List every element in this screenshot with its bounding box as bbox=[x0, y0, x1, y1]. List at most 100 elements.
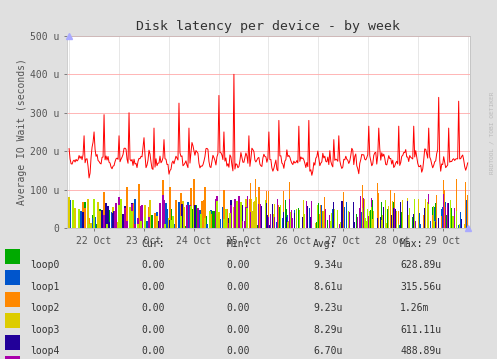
Bar bbox=[276, 222, 277, 228]
Bar bbox=[266, 191, 267, 228]
Bar bbox=[261, 206, 262, 228]
Bar bbox=[304, 214, 306, 228]
Bar bbox=[298, 208, 300, 228]
Bar bbox=[340, 222, 341, 228]
Bar bbox=[278, 205, 279, 228]
Bar bbox=[131, 204, 133, 228]
Bar bbox=[354, 222, 355, 228]
Bar bbox=[83, 207, 84, 228]
Bar bbox=[434, 221, 435, 228]
Bar bbox=[163, 195, 164, 228]
Text: loop1: loop1 bbox=[30, 282, 59, 292]
Bar bbox=[377, 183, 378, 228]
Bar bbox=[357, 225, 358, 228]
Bar bbox=[332, 209, 333, 228]
Bar bbox=[256, 197, 257, 228]
Bar bbox=[428, 217, 429, 228]
Bar bbox=[228, 218, 230, 228]
Bar bbox=[272, 204, 273, 228]
Bar bbox=[79, 209, 80, 228]
Bar bbox=[123, 225, 125, 228]
Bar bbox=[380, 218, 381, 228]
Bar bbox=[234, 199, 236, 228]
Bar bbox=[247, 208, 248, 228]
Bar bbox=[132, 203, 134, 228]
Text: loop3: loop3 bbox=[30, 325, 59, 335]
Bar bbox=[180, 219, 181, 228]
Bar bbox=[402, 200, 404, 228]
Bar bbox=[141, 220, 142, 228]
Text: 0.00: 0.00 bbox=[226, 303, 249, 313]
Text: 0.00: 0.00 bbox=[142, 303, 165, 313]
Bar bbox=[283, 191, 284, 228]
Bar bbox=[398, 211, 400, 228]
Bar bbox=[432, 215, 433, 228]
Bar bbox=[150, 202, 151, 228]
Bar bbox=[203, 200, 205, 228]
Bar bbox=[241, 210, 242, 228]
Bar bbox=[274, 216, 275, 228]
Bar bbox=[320, 212, 322, 228]
Bar bbox=[418, 199, 419, 228]
Bar bbox=[201, 201, 203, 228]
Bar bbox=[456, 180, 457, 228]
Bar bbox=[414, 200, 415, 228]
Bar bbox=[116, 222, 118, 228]
Bar bbox=[246, 200, 247, 228]
Bar bbox=[187, 202, 188, 228]
Bar bbox=[92, 215, 93, 228]
Bar bbox=[447, 224, 448, 228]
Bar bbox=[302, 217, 304, 228]
Bar bbox=[103, 215, 105, 228]
Bar bbox=[107, 206, 109, 228]
Bar bbox=[465, 182, 466, 228]
Text: RRDTOOL / TOBI OETIKER: RRDTOOL / TOBI OETIKER bbox=[490, 92, 495, 174]
Bar bbox=[446, 215, 447, 228]
Bar bbox=[239, 196, 240, 228]
Bar bbox=[279, 207, 280, 228]
Bar bbox=[134, 199, 136, 228]
Bar bbox=[205, 216, 207, 228]
Bar bbox=[118, 205, 120, 228]
Bar bbox=[218, 212, 220, 228]
Bar bbox=[252, 211, 253, 228]
Bar bbox=[75, 208, 76, 228]
Bar bbox=[423, 215, 424, 228]
Text: 0.00: 0.00 bbox=[226, 260, 249, 270]
Bar bbox=[219, 219, 221, 228]
Bar bbox=[233, 207, 235, 228]
Bar bbox=[216, 201, 218, 228]
Bar bbox=[299, 210, 301, 228]
Bar bbox=[198, 211, 200, 228]
Bar bbox=[206, 224, 208, 228]
Bar bbox=[288, 221, 289, 228]
Bar bbox=[93, 216, 94, 228]
Bar bbox=[255, 179, 256, 228]
Bar bbox=[323, 211, 325, 228]
Text: 0.00: 0.00 bbox=[226, 282, 249, 292]
Bar bbox=[394, 208, 395, 228]
Bar bbox=[456, 211, 457, 228]
Bar bbox=[90, 223, 91, 228]
Text: Min:: Min: bbox=[226, 239, 249, 249]
Bar bbox=[296, 209, 297, 228]
Bar bbox=[378, 213, 379, 228]
Text: 6.70u: 6.70u bbox=[313, 346, 342, 356]
Bar bbox=[273, 215, 274, 228]
Bar bbox=[115, 203, 117, 228]
Bar bbox=[394, 192, 395, 228]
Bar bbox=[124, 211, 126, 228]
Bar bbox=[333, 211, 334, 228]
Bar bbox=[287, 215, 288, 228]
Bar bbox=[331, 213, 332, 228]
Bar bbox=[142, 215, 143, 228]
Text: 0.00: 0.00 bbox=[142, 282, 165, 292]
Bar bbox=[181, 220, 182, 228]
Bar bbox=[172, 216, 173, 228]
Bar bbox=[460, 212, 461, 228]
Bar bbox=[106, 224, 108, 228]
Bar bbox=[412, 217, 414, 228]
Bar bbox=[228, 223, 230, 228]
Bar bbox=[285, 200, 286, 228]
Bar bbox=[342, 224, 343, 228]
